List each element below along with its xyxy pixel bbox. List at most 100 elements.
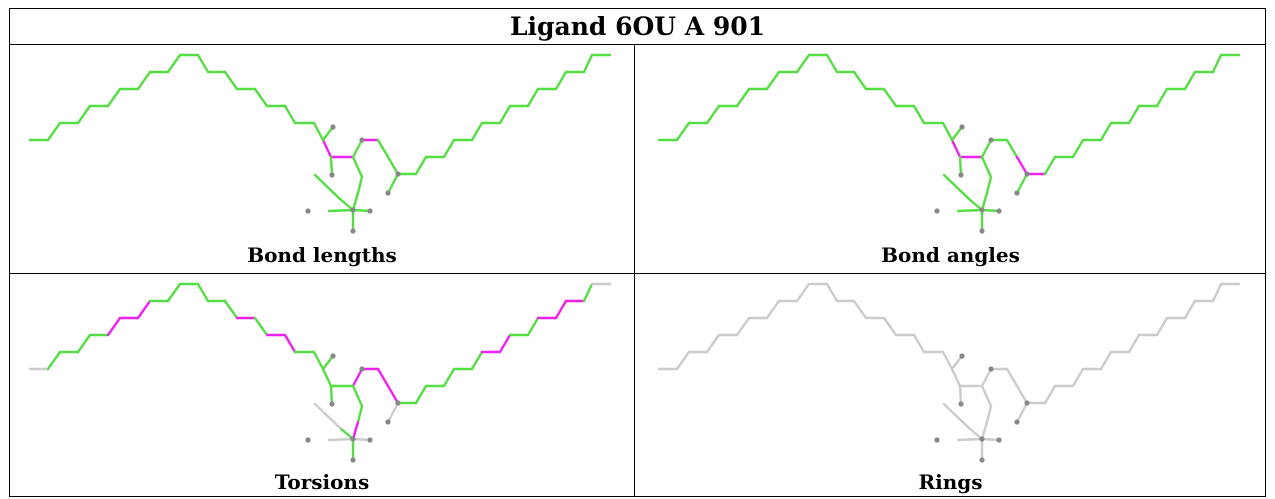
- bond: [46, 350, 62, 371]
- atom: [979, 457, 985, 463]
- atom: [350, 228, 356, 234]
- ligand-title: Ligand 6OU A 901: [10, 9, 1265, 45]
- bond: [882, 316, 898, 337]
- bond: [1127, 104, 1141, 125]
- bond: [351, 155, 364, 179]
- bond: [351, 384, 364, 408]
- bond: [351, 208, 372, 213]
- bond: [253, 316, 269, 337]
- bond: [950, 367, 962, 388]
- atom: [958, 172, 964, 178]
- bond: [76, 333, 92, 354]
- molecule-skeleton: [28, 282, 612, 463]
- bond: [941, 121, 954, 142]
- bond: [1127, 333, 1141, 354]
- atom: [385, 190, 391, 196]
- bond: [735, 316, 751, 337]
- bond: [980, 367, 993, 388]
- bond: [166, 53, 182, 74]
- bond: [253, 87, 269, 108]
- panel-rings: Rings: [635, 274, 1266, 497]
- bond: [1099, 121, 1113, 142]
- bond: [321, 367, 333, 388]
- caption-torsions: Torsions: [274, 470, 370, 494]
- molecule-diagram-torsions: [28, 282, 612, 463]
- atom: [350, 207, 356, 213]
- bond: [582, 282, 594, 303]
- atom: [979, 228, 985, 234]
- bond: [386, 155, 400, 176]
- bond: [312, 350, 325, 371]
- atom: [996, 208, 1002, 214]
- bond: [414, 155, 428, 176]
- atom: [979, 207, 985, 213]
- bond: [1183, 70, 1197, 91]
- bond: [136, 299, 152, 320]
- bond: [166, 282, 182, 303]
- bond: [442, 367, 456, 388]
- atom: [979, 436, 985, 442]
- caption-rings: Rings: [918, 470, 983, 494]
- bond: [1043, 155, 1057, 176]
- bond: [1071, 367, 1085, 388]
- panel-torsions: Torsions: [10, 274, 634, 497]
- bond: [1015, 172, 1029, 195]
- molecule-diagram-bond-lengths: [28, 53, 612, 234]
- bond: [967, 197, 984, 212]
- bond: [958, 155, 963, 177]
- bond: [985, 404, 993, 424]
- bond: [825, 53, 839, 74]
- bond: [76, 104, 92, 125]
- bond: [106, 87, 122, 108]
- molecule-diagram-bond-angles: [657, 53, 1241, 234]
- bond: [941, 350, 954, 371]
- bond: [980, 420, 989, 441]
- atom: [350, 457, 356, 463]
- bond: [795, 282, 811, 303]
- bond: [498, 104, 512, 125]
- bond: [950, 138, 962, 159]
- bond: [329, 155, 334, 177]
- bond: [980, 155, 993, 179]
- atom: [395, 400, 401, 406]
- bond: [327, 208, 355, 213]
- atom: [988, 137, 994, 143]
- bond: [313, 173, 342, 201]
- bond: [283, 104, 297, 125]
- bond: [470, 350, 484, 371]
- bond: [1015, 384, 1029, 405]
- bond: [705, 104, 721, 125]
- atom: [359, 366, 365, 372]
- bond: [321, 354, 335, 371]
- validation-table: Ligand 6OU A 901 Bond lengths Bond angle…: [9, 8, 1266, 497]
- bond: [414, 384, 428, 405]
- bond: [1211, 282, 1223, 303]
- bond: [980, 437, 1001, 442]
- atom: [330, 124, 336, 130]
- bond: [950, 354, 964, 371]
- bond: [967, 426, 984, 441]
- bond: [329, 384, 334, 406]
- bond: [765, 70, 781, 91]
- atom: [959, 353, 965, 359]
- atom: [367, 208, 373, 214]
- bond: [1071, 138, 1085, 159]
- bond: [196, 53, 210, 74]
- atom: [329, 401, 335, 407]
- bond: [1015, 401, 1029, 424]
- bond: [1005, 367, 1019, 388]
- bond: [980, 138, 993, 159]
- caption-bond-angles: Bond angles: [881, 243, 1020, 267]
- bond: [1005, 138, 1019, 159]
- bond: [386, 384, 400, 405]
- molecule-skeleton: [657, 282, 1241, 463]
- bond: [852, 70, 868, 91]
- bond: [356, 404, 364, 424]
- bond: [223, 299, 239, 320]
- bond: [1099, 350, 1113, 371]
- bond: [321, 138, 333, 159]
- panel-bond-lengths: Bond lengths: [10, 45, 634, 273]
- bond: [980, 208, 1001, 213]
- atom: [385, 419, 391, 425]
- bond: [356, 175, 364, 195]
